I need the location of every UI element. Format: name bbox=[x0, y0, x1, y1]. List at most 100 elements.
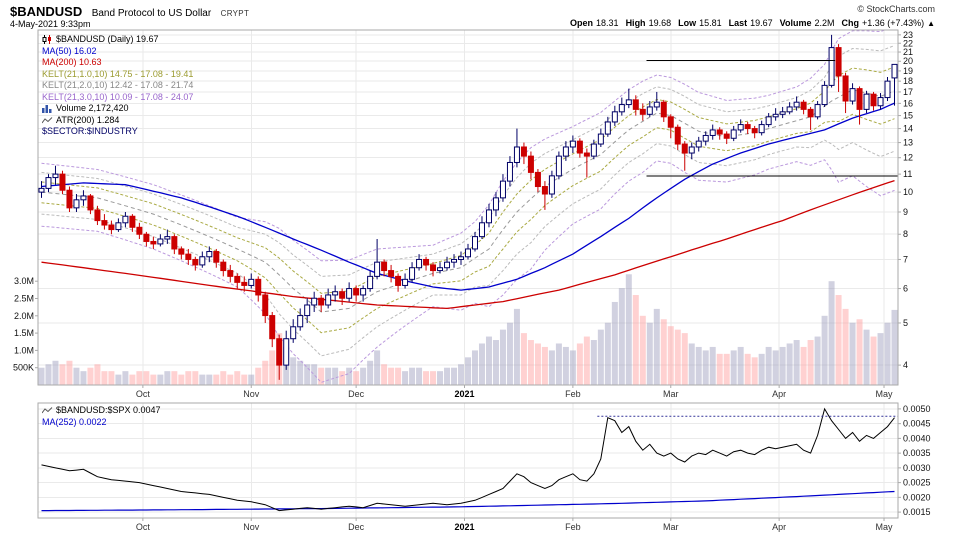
legend-row: MA(200) 10.63 bbox=[42, 57, 193, 69]
legend-text: KELT(21,1.0,10) 14.75 - 17.08 - 19.41 bbox=[42, 68, 194, 79]
price-gridlines bbox=[38, 34, 898, 513]
legend-text: MA(50) 16.02 bbox=[42, 45, 97, 56]
legend-text: MA(252) 0.0022 bbox=[42, 416, 107, 427]
volume-bars-layer bbox=[38, 274, 898, 385]
legend-main: $BANDUSD (Daily) 19.67 MA(50) 16.02 MA(200… bbox=[42, 34, 193, 138]
svg-text:8: 8 bbox=[903, 229, 908, 239]
legend-text: ATR(200) 1.284 bbox=[56, 114, 120, 125]
quote-value: 15.81 bbox=[699, 18, 722, 28]
legend-text: KELT(21,3.0,10) 10.09 - 17.08 - 24.07 bbox=[42, 91, 194, 102]
svg-text:21: 21 bbox=[903, 47, 913, 57]
svg-text:5: 5 bbox=[903, 318, 908, 328]
svg-text:7: 7 bbox=[903, 254, 908, 264]
svg-text:2021: 2021 bbox=[454, 389, 474, 399]
quote-value: 18.31 bbox=[596, 18, 619, 28]
svg-text:0.0030: 0.0030 bbox=[903, 463, 931, 473]
quote-label: Open bbox=[570, 18, 594, 28]
candles-layer bbox=[38, 34, 898, 380]
svg-text:4: 4 bbox=[903, 360, 908, 370]
ratio-line bbox=[41, 407, 895, 512]
quote-value: +1.36 (+7.43%) bbox=[862, 18, 925, 28]
legend-text: MA(200) 10.63 bbox=[42, 57, 102, 67]
copyright-notice: © StockCharts.com bbox=[857, 4, 935, 14]
svg-text:500K: 500K bbox=[13, 363, 34, 373]
svg-text:3.0M: 3.0M bbox=[14, 276, 34, 286]
month-labels-lower: Oct Nov Dec 2021 Feb Mar Apr May bbox=[136, 518, 893, 532]
annotation-lines bbox=[646, 59, 898, 177]
quote-label: Volume bbox=[779, 18, 812, 28]
svg-text:0.0050: 0.0050 bbox=[903, 404, 931, 414]
line-icon bbox=[42, 116, 53, 125]
candlestick-icon bbox=[42, 35, 53, 45]
svg-text:6: 6 bbox=[903, 284, 908, 294]
svg-text:11: 11 bbox=[903, 169, 912, 179]
ratio-ma-line bbox=[41, 490, 895, 512]
chart-datetime: 4-May-2021 9:33pm bbox=[10, 19, 91, 29]
volume-axis-labels: 3.0M 2.5M 2.0M 1.5M 1.0M 500K bbox=[13, 276, 38, 373]
quote-label: Chg bbox=[841, 18, 860, 28]
legend-row: MA(50) 16.02 bbox=[42, 46, 193, 58]
svg-text:2.5M: 2.5M bbox=[14, 294, 34, 304]
svg-text:Apr: Apr bbox=[772, 389, 786, 399]
legend-row: KELT(21,1.0,10) 14.75 - 17.08 - 19.41 bbox=[42, 69, 193, 81]
svg-text:13: 13 bbox=[903, 138, 913, 148]
legend-row: MA(252) 0.0022 bbox=[42, 417, 161, 429]
legend-row: $BANDUSD (Daily) 19.67 bbox=[42, 34, 193, 46]
main-panel-border bbox=[37, 29, 899, 386]
exchange-label: CRYPT bbox=[220, 9, 250, 18]
svg-text:1.5M: 1.5M bbox=[14, 328, 34, 338]
symbol-description: Band Protocol to US Dollar bbox=[91, 8, 212, 19]
legend-row: KELT(21,3.0,10) 10.09 - 17.08 - 24.07 bbox=[42, 92, 193, 104]
quote-label: Last bbox=[728, 18, 748, 28]
svg-text:0.0040: 0.0040 bbox=[903, 433, 931, 443]
svg-text:17: 17 bbox=[903, 87, 913, 97]
legend-row: $BANDUSD:$SPX 0.0047 bbox=[42, 405, 161, 417]
legend-row: KELT(21,2.0,10) 12.42 - 17.08 - 21.74 bbox=[42, 80, 193, 92]
svg-text:Oct: Oct bbox=[136, 389, 151, 399]
quote-label: Low bbox=[678, 18, 697, 28]
svg-text:23: 23 bbox=[903, 30, 913, 40]
month-labels-main: Oct Nov Dec 2021 Feb Mar Apr May bbox=[136, 385, 893, 399]
chart-title-block: $BANDUSD Band Protocol to US Dollar CRYP… bbox=[10, 3, 249, 21]
quote-value: 19.68 bbox=[648, 18, 672, 28]
legend-row: $SECTOR:$INDUSTRY bbox=[42, 126, 193, 138]
svg-text:10: 10 bbox=[903, 187, 913, 197]
legend-text: KELT(21,2.0,10) 12.42 - 17.08 - 21.74 bbox=[42, 80, 194, 90]
svg-text:15: 15 bbox=[903, 111, 913, 121]
svg-text:Apr: Apr bbox=[772, 522, 786, 532]
svg-text:16: 16 bbox=[903, 98, 913, 108]
legend-row: ATR(200) 1.284 bbox=[42, 115, 193, 127]
legend-text: $BANDUSD (Daily) 19.67 bbox=[56, 34, 159, 44]
svg-text:0.0045: 0.0045 bbox=[903, 419, 931, 429]
svg-text:0.0025: 0.0025 bbox=[903, 478, 931, 488]
change-up-arrow-icon: ▲ bbox=[927, 19, 935, 28]
svg-text:2021: 2021 bbox=[454, 522, 474, 532]
svg-text:1.0M: 1.0M bbox=[14, 345, 34, 355]
svg-text:0.0015: 0.0015 bbox=[903, 507, 931, 517]
svg-text:19: 19 bbox=[903, 66, 913, 76]
svg-text:9: 9 bbox=[903, 207, 908, 217]
symbol-title: $BANDUSD bbox=[10, 4, 83, 19]
lower-panel-border bbox=[37, 402, 899, 519]
svg-text:Dec: Dec bbox=[348, 522, 365, 532]
legend-text: $BANDUSD:$SPX 0.0047 bbox=[56, 405, 161, 415]
quote-label: High bbox=[625, 18, 646, 28]
svg-text:18: 18 bbox=[903, 76, 913, 86]
svg-text:Nov: Nov bbox=[243, 389, 260, 399]
ratio-axis-labels: 0.0050 0.0045 0.0040 0.0035 0.0030 0.0025 0.00… bbox=[898, 404, 931, 517]
svg-text:Feb: Feb bbox=[565, 389, 581, 399]
svg-text:2.0M: 2.0M bbox=[14, 311, 34, 321]
ma50-line bbox=[41, 102, 895, 291]
svg-text:May: May bbox=[876, 389, 894, 399]
svg-text:22: 22 bbox=[903, 38, 913, 48]
volume-bars-icon bbox=[42, 104, 53, 114]
svg-text:Mar: Mar bbox=[663, 522, 679, 532]
svg-text:Dec: Dec bbox=[348, 389, 365, 399]
svg-text:Feb: Feb bbox=[565, 522, 581, 532]
svg-text:Mar: Mar bbox=[663, 389, 679, 399]
ma200-line bbox=[41, 179, 895, 310]
line-icon bbox=[42, 406, 53, 415]
